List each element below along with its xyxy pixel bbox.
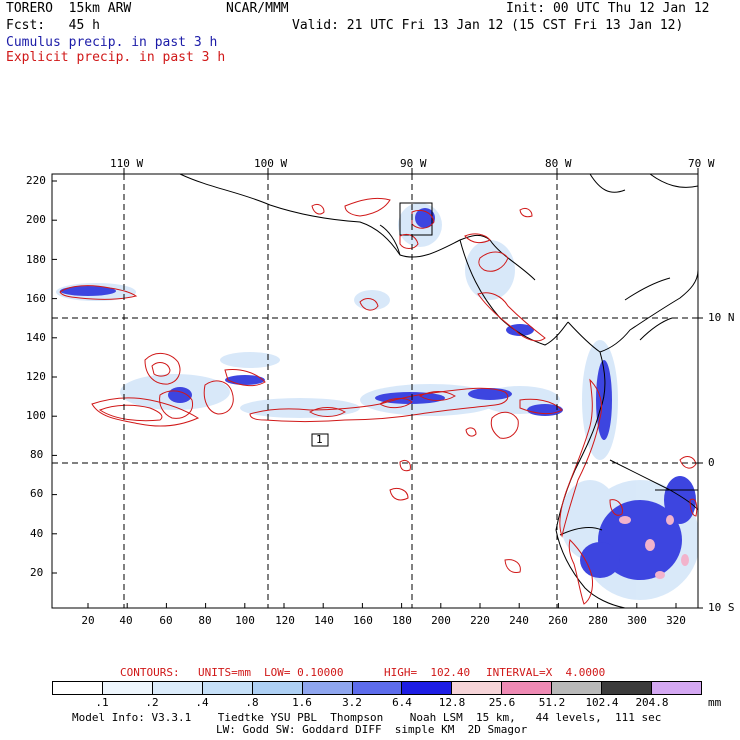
y-tick-label: 40 [30,527,44,540]
lon-label-70w: 70 W [688,157,715,170]
model-info-line1: Model Info: V3.3.1 Tiedtke YSU PBL Thomp… [72,711,662,724]
x-tick-label: 180 [392,614,412,627]
x-tick-label: 120 [275,614,295,627]
model-name: TORERO 15km ARW [6,1,132,16]
y-tick-label: 60 [30,487,44,500]
x-tick-label: 20 [81,614,95,627]
y-tick-label: 100 [26,409,46,422]
x-tick-label: 320 [666,614,686,627]
lat-lon-grid [52,174,698,608]
x-tick-label: 160 [353,614,373,627]
legend-threshold-label: .8 [245,696,259,709]
y-tick-label: 220 [26,174,46,187]
legend-color-segment [451,682,502,694]
legend-threshold-label: 6.4 [392,696,412,709]
explicit-precip-contours [59,197,698,605]
x-tick-label: 40 [119,614,133,627]
x-tick-label: 60 [159,614,173,627]
heavy-precip-shading [619,515,689,579]
legend-unit: mm [708,696,722,709]
contour-box-label: 1 [316,433,323,446]
contour-info-low: LOW= 0.10000 [264,666,344,679]
map-contents [52,174,698,608]
contour-label-box [311,433,329,447]
contour-info-high: HIGH= 102.40 [384,666,471,679]
forecast-hour: Fcst: 45 h [6,18,100,33]
y-tick-label: 120 [26,370,46,383]
field-explicit-title: Explicit precip. in past 3 h [6,50,226,65]
legend-color-segment [151,682,202,694]
legend-threshold-label: 1.6 [292,696,312,709]
contour-info-interval: INTERVAL=X 4.0000 [486,666,606,679]
lat-label-10n: 10 N [708,311,735,324]
legend-threshold-label: .2 [145,696,159,709]
x-tick-label: 240 [509,614,529,627]
y-tick-label: 200 [26,213,46,226]
legend-threshold-label: .1 [95,696,109,709]
color-legend-bar [52,681,702,695]
legend-threshold-label: 3.2 [342,696,362,709]
legend-color-segment [101,682,152,694]
legend-threshold-label: 12.8 [438,696,466,709]
lon-label-90w: 90 W [400,157,427,170]
legend-threshold-label: 102.4 [585,696,619,709]
init-time: Init: 00 UTC Thu 12 Jan 12 [506,1,710,16]
legend-color-segment [551,682,602,694]
legend-threshold-label: 51.2 [538,696,566,709]
contour-info-label: CONTOURS: [120,666,180,679]
x-tick-label: 220 [470,614,490,627]
legend-color-segment [53,682,102,694]
x-tick-label: 80 [198,614,212,627]
legend-color-segment [201,682,252,694]
legend-threshold-label: .4 [195,696,209,709]
y-tick-label: 20 [30,566,44,579]
x-tick-label: 300 [627,614,647,627]
valid-time: Valid: 21 UTC Fri 13 Jan 12 (15 CST Fri … [292,18,684,33]
lat-label-10s: 10 S [708,601,735,614]
y-tick-label: 80 [30,448,44,461]
x-tick-label: 100 [235,614,255,627]
legend-color-segment [251,682,302,694]
legend-threshold-label: 204.8 [635,696,669,709]
field-cumulus-title: Cumulus precip. in past 3 h [6,35,218,50]
lon-label-110w: 110 W [110,157,144,170]
lat-label-0: 0 [708,456,715,469]
legend-color-segment [501,682,552,694]
x-tick-label: 260 [548,614,568,627]
x-tick-label: 140 [314,614,334,627]
legend-color-segment [301,682,352,694]
x-tick-label: 200 [431,614,451,627]
lon-label-100w: 100 W [254,157,288,170]
y-tick-label: 180 [26,253,46,266]
institution: NCAR/MMM [226,1,289,16]
lon-label-80w: 80 W [545,157,572,170]
legend-color-segment [651,682,701,694]
axis-tick-marks [52,168,703,609]
y-tick-label: 160 [26,292,46,305]
legend-threshold-label: 25.6 [488,696,516,709]
legend-color-segment [601,682,652,694]
model-info-line2: LW: Godd SW: Goddard DIFF simple KM 2D S… [216,723,528,736]
y-tick-label: 140 [26,331,46,344]
contour-info-units: UNITS=mm [198,666,251,679]
legend-color-segment [401,682,452,694]
legend-color-segment [351,682,402,694]
map-frame [51,173,699,609]
x-tick-label: 280 [588,614,608,627]
